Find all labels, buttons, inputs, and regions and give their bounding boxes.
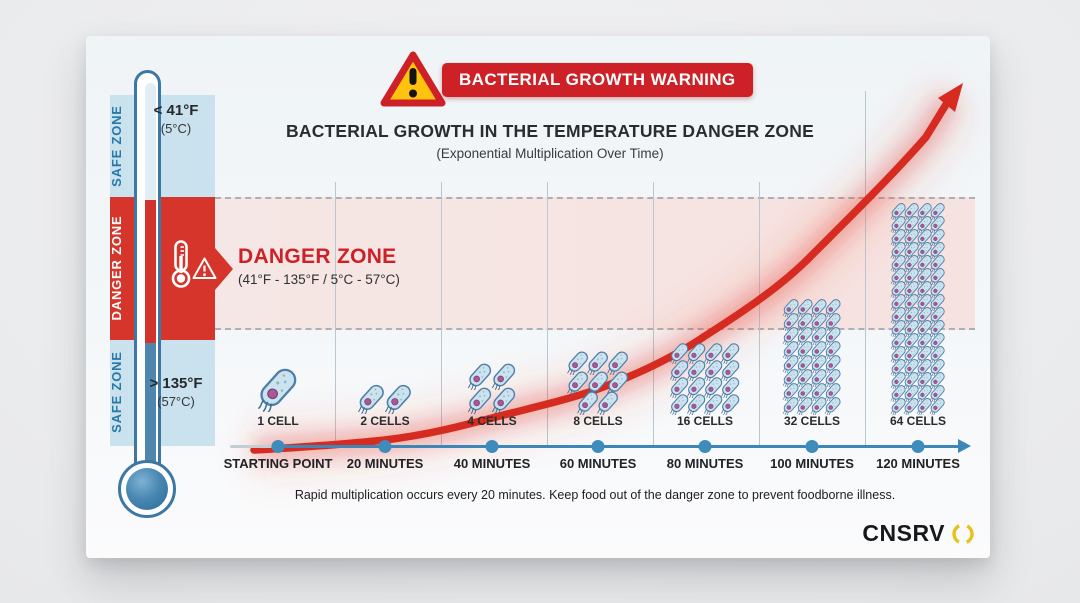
thermometer-bulb xyxy=(118,460,176,518)
bacterium-icon xyxy=(256,366,301,412)
cell-count-label: 64 CELLS xyxy=(889,414,947,428)
time-label: 80 MINUTES xyxy=(666,456,744,471)
safe-top-temp: < 41°F (5°C) xyxy=(134,102,218,136)
safe-zone-bottom-label: SAFE ZONE xyxy=(109,351,124,433)
bacterium-icon xyxy=(720,392,742,415)
warning-banner: BACTERIAL GROWTH WARNING xyxy=(442,63,753,97)
thermometer-icon xyxy=(171,240,191,288)
gridline xyxy=(759,182,760,445)
safe-bottom-temp: > 135°F (57°C) xyxy=(134,375,218,409)
warning-triangle-icon xyxy=(380,51,446,107)
infographic-card: SAFE ZONE DANGER ZONE SAFE ZONE < 41°F (… xyxy=(86,36,990,558)
timeline-point xyxy=(485,440,499,453)
time-label: 120 MINUTES xyxy=(876,456,960,471)
timeline-lead-segment xyxy=(230,445,272,448)
brand-logo-text: CNSRV xyxy=(862,520,945,546)
bacterium-icon xyxy=(596,389,621,415)
safe-bottom-temp-f: > 135°F xyxy=(149,375,203,392)
timeline-point xyxy=(378,440,392,453)
safe-zone-band-bottom xyxy=(110,340,215,446)
cell-count-label: 16 CELLS xyxy=(676,414,734,428)
danger-callout-arrow-icon xyxy=(215,248,233,290)
time-label: 20 MINUTES xyxy=(346,456,424,471)
timeline-point xyxy=(698,440,712,453)
page-subtitle: (Exponential Multiplication Over Time) xyxy=(436,146,664,161)
gridline xyxy=(441,182,442,445)
time-label: 100 MINUTES xyxy=(770,456,854,471)
timeline-point xyxy=(805,440,819,453)
thermometer-bulb-fill xyxy=(126,468,168,510)
timeline-point xyxy=(591,440,605,453)
timeline-arrowhead-icon xyxy=(958,439,971,453)
page-title: BACTERIAL GROWTH IN THE TEMPERATURE DANG… xyxy=(286,121,814,141)
time-label: STARTING POINT xyxy=(223,456,333,471)
bacterium-icon xyxy=(928,396,947,415)
timeline-point xyxy=(271,440,285,453)
cell-count-label: 2 CELLS xyxy=(360,414,410,428)
bacteria-cluster xyxy=(889,201,948,415)
brand-ring-icon xyxy=(952,522,974,545)
bacterium-icon xyxy=(490,386,518,414)
timeline-point xyxy=(911,440,925,453)
warning-triangle-outline-icon xyxy=(192,257,217,279)
safe-zone-top-label: SAFE ZONE xyxy=(109,105,124,187)
safe-top-temp-c: (5°C) xyxy=(160,121,192,136)
brand-logo: CNSRV xyxy=(862,520,975,547)
danger-zone-band-left xyxy=(110,197,215,340)
danger-callout-range: (41°F - 135°F / 5°C - 57°C) xyxy=(238,272,400,287)
thermometer-fill-danger xyxy=(145,200,156,343)
bacteria-cluster xyxy=(781,297,844,415)
bacteria-cluster xyxy=(355,383,415,414)
time-label: 60 MINUTES xyxy=(559,456,637,471)
gridline xyxy=(335,182,336,445)
bacteria-cluster xyxy=(668,341,743,415)
gridline xyxy=(865,91,866,445)
bacterium-icon xyxy=(383,383,414,414)
safe-top-temp-f: < 41°F xyxy=(153,102,199,119)
thermometer-tube xyxy=(134,70,161,471)
danger-zone-left-label: DANGER ZONE xyxy=(109,215,124,321)
bacteria-cluster xyxy=(254,366,302,412)
bacteria-cluster xyxy=(565,349,632,415)
safe-zone-band-top xyxy=(110,95,215,197)
bacterium-icon xyxy=(824,395,843,415)
thermometer-fill-bottom xyxy=(145,343,156,469)
curve-arrowhead-icon xyxy=(938,83,963,112)
safe-bottom-temp-c: (57°C) xyxy=(157,394,195,409)
footer-note: Rapid multiplication occurs every 20 min… xyxy=(294,488,896,502)
danger-callout-title: DANGER ZONE xyxy=(238,245,397,268)
cell-count-label: 1 CELL xyxy=(257,414,299,428)
cell-count-label: 32 CELLS xyxy=(783,414,841,428)
thermometer-fill-top xyxy=(145,83,156,204)
cell-count-label: 8 CELLS xyxy=(573,414,623,428)
gridline xyxy=(547,182,548,445)
time-label: 40 MINUTES xyxy=(453,456,531,471)
warning-banner-label: BACTERIAL GROWTH WARNING xyxy=(459,70,736,89)
gridline xyxy=(653,182,654,445)
cell-count-label: 4 CELLS xyxy=(467,414,517,428)
bacteria-cluster xyxy=(465,362,519,414)
